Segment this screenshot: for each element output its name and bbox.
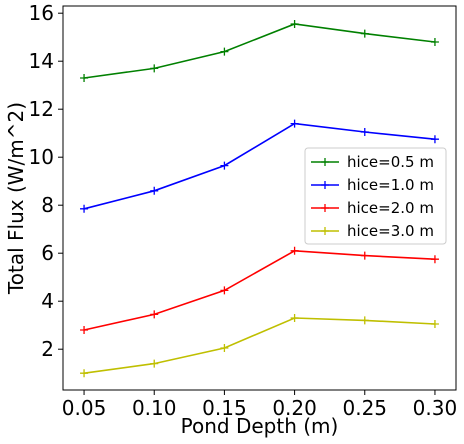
legend-box xyxy=(304,147,447,245)
x-tick-label: 0.25 xyxy=(343,396,388,420)
plot-frame xyxy=(62,5,457,391)
y-axis-title: Total Flux (W/m^2) xyxy=(4,102,28,295)
data-point-marker xyxy=(220,344,229,352)
y-tick-label: 14 xyxy=(29,49,54,73)
data-point-marker xyxy=(290,314,299,322)
x-tick-label: 0.30 xyxy=(413,396,458,420)
data-point-marker xyxy=(150,186,159,195)
data-point-marker xyxy=(290,20,299,28)
series-line-0 xyxy=(83,23,435,79)
data-point-marker xyxy=(80,326,89,334)
legend-marker xyxy=(321,158,329,166)
data-point-marker xyxy=(150,310,159,319)
legend-label: hice=0.5 m xyxy=(347,153,434,171)
legend-marker xyxy=(321,227,329,235)
data-point-marker xyxy=(220,161,229,170)
data-point-marker xyxy=(290,246,299,255)
x-axis-title: Pond Depth (m) xyxy=(181,414,339,438)
legend: hice=0.5 m hice=1.0 m hice=2.0 m hice=3.0 m xyxy=(304,147,447,245)
y-tick-label: 16 xyxy=(29,1,54,25)
legend-marker xyxy=(321,204,329,212)
x-tick-label: 0.20 xyxy=(272,396,317,420)
data-point-marker xyxy=(430,255,439,264)
y-tick-label: 4 xyxy=(41,289,54,313)
y-tick-label: 6 xyxy=(41,241,54,265)
data-point-marker xyxy=(430,38,439,46)
x-tick-label: 0.15 xyxy=(202,396,247,420)
series-line-1 xyxy=(83,122,435,210)
x-axis: 0.05 0.10 0.15 0.20 0.25 0.30 xyxy=(62,390,457,420)
legend-item: hice=0.5 m xyxy=(311,153,434,171)
data-point-marker xyxy=(360,29,369,38)
legend-label: hice=2.0 m xyxy=(347,199,434,217)
y-tick-label: 10 xyxy=(29,145,54,169)
data-point-marker xyxy=(150,359,159,368)
y-tick-label: 8 xyxy=(41,193,54,217)
data-point-marker xyxy=(360,316,369,325)
plot-series-group xyxy=(80,20,439,378)
x-tick-label: 0.05 xyxy=(62,396,107,420)
series-line-3 xyxy=(83,317,435,374)
legend-item: hice=3.0 m xyxy=(311,222,434,240)
legend-marker xyxy=(321,181,329,189)
x-tick-label: 0.10 xyxy=(132,396,177,420)
data-point-marker xyxy=(360,251,369,260)
y-axis: 2 4 6 8 10 12 14 16 xyxy=(29,1,63,361)
data-point-marker xyxy=(220,47,229,56)
data-point-marker xyxy=(150,64,159,73)
data-point-marker xyxy=(80,204,89,213)
data-point-marker xyxy=(430,135,439,144)
legend-label: hice=1.0 m xyxy=(347,176,434,194)
series-line-2 xyxy=(83,249,435,331)
data-point-marker xyxy=(80,74,89,82)
data-point-marker xyxy=(80,369,89,378)
data-point-marker xyxy=(430,320,439,328)
data-point-marker xyxy=(220,286,229,295)
legend-item: hice=1.0 m xyxy=(311,176,434,194)
data-point-marker xyxy=(360,128,369,136)
legend-item: hice=2.0 m xyxy=(311,199,434,217)
legend-label: hice=3.0 m xyxy=(347,222,434,240)
y-tick-label: 2 xyxy=(41,337,54,361)
data-point-marker xyxy=(290,119,299,128)
y-tick-label: 12 xyxy=(29,97,54,121)
